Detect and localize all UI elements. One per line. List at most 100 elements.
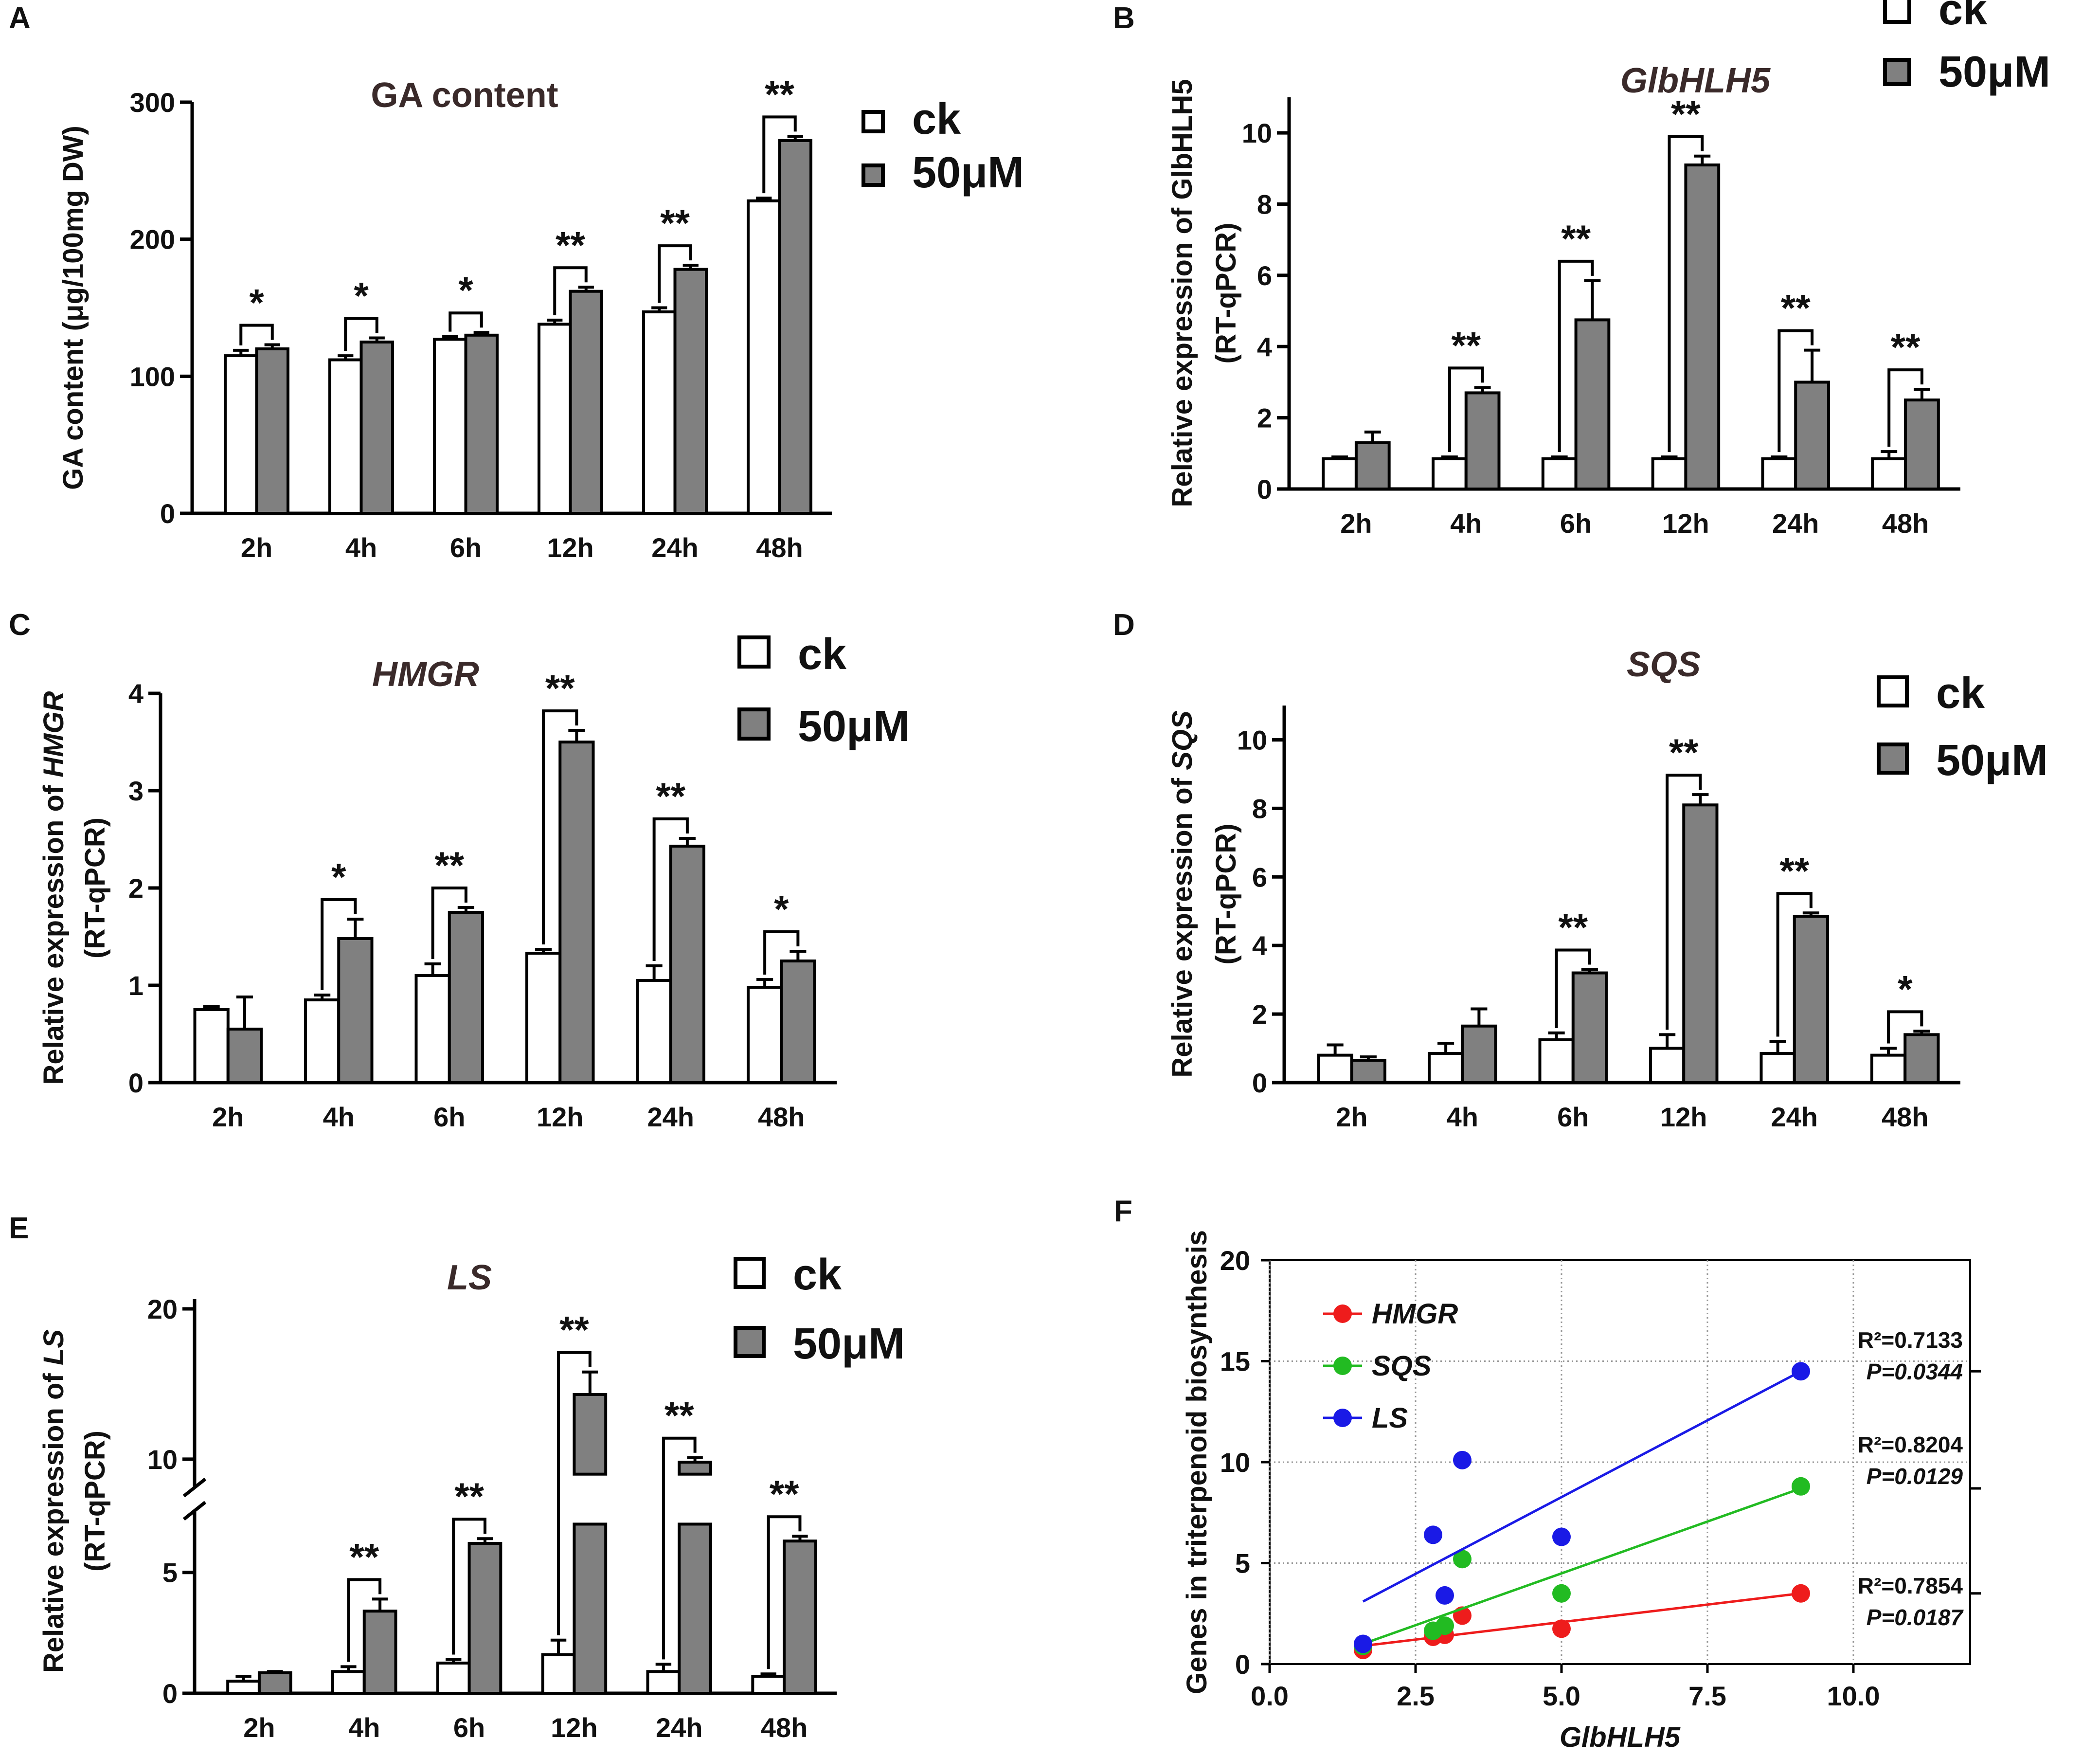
x-tick-label: 24h [1771, 1102, 1818, 1132]
y-tick-label: 20 [1220, 1245, 1250, 1276]
bar-50μM [669, 845, 705, 1084]
legend-label: SQS [1372, 1350, 1432, 1382]
bar-ck [1651, 457, 1687, 491]
y-axis-label: GA content (μg/100mg DW) [57, 126, 89, 490]
point-SQS [1792, 1477, 1810, 1496]
y-tick-label: 5 [1235, 1548, 1250, 1579]
significance-label: ** [770, 1472, 799, 1515]
legend-swatch-ck [734, 1257, 766, 1289]
point-SQS [1552, 1584, 1571, 1603]
legend-swatch-treat [734, 1326, 766, 1358]
y-axis-label: Relative expression of GlbHLH5 [1167, 79, 1198, 507]
y-tick-label: 0 [160, 498, 175, 529]
panel-C: C HMGR 0 1 2 3 4 Relative expression of HMGR (RT… [9, 608, 910, 1132]
significance-label: ** [434, 844, 464, 887]
panel-label: A [9, 1, 31, 35]
legend-swatch-ck [1877, 675, 1909, 707]
bar-ck [433, 338, 467, 515]
point-HMGR [1552, 1619, 1571, 1638]
y-tick-label: 300 [130, 87, 175, 118]
point-LS [1552, 1527, 1571, 1546]
point-LS [1436, 1586, 1454, 1605]
legend-swatch-ck [862, 110, 885, 133]
significance-bracket [662, 1436, 697, 1660]
x-tick-label: 4h [323, 1102, 355, 1132]
bar-ck [1317, 1053, 1353, 1085]
bar-ck [525, 952, 562, 1084]
significance-bracket [762, 115, 797, 194]
significance-bracket [557, 1351, 592, 1635]
y-tick-label: 6 [1252, 862, 1267, 892]
bar-50μM [464, 333, 499, 515]
chart-title: GA content [371, 76, 558, 115]
x-tick-label: 2h [241, 532, 272, 563]
bar-50μM [573, 1522, 608, 1695]
significance-label: * [249, 281, 264, 324]
y-axis-label: Relative expression of LS [38, 1329, 70, 1673]
legend-swatch-treat [1877, 743, 1909, 775]
legend-label: ck [1936, 669, 1985, 718]
r2-label: R²=0.8204 [1858, 1432, 1963, 1457]
x-tick-label: 0.0 [1251, 1681, 1289, 1711]
significance-bracket [239, 324, 274, 345]
bar-50μM [569, 290, 603, 515]
significance-bracket [431, 887, 467, 959]
x-axis-label: GlbHLH5 [1560, 1721, 1681, 1753]
legend-marker-HMGR [1333, 1304, 1352, 1323]
legend-marker-LS [1333, 1409, 1352, 1427]
bar-50μM [678, 1522, 712, 1695]
point-LS [1453, 1450, 1472, 1469]
legend: ck 50μM [1877, 669, 2048, 785]
y-tick-label: 2 [1257, 403, 1272, 434]
x-tick-label: 2h [243, 1712, 275, 1743]
y-tick-label: 0 [1252, 1068, 1267, 1098]
x-tick-label: 6h [453, 1712, 485, 1743]
y-tick-label: 0 [128, 1068, 144, 1098]
y-tick-label: 10 [1220, 1447, 1250, 1478]
bar-50μM [1354, 441, 1391, 491]
x-tick-label: 12h [537, 1102, 584, 1132]
y-tick-label: 10 [1237, 725, 1267, 755]
significance-label: ** [765, 72, 794, 115]
x-tick-label: 48h [1882, 508, 1929, 539]
x-tick-label: 7.5 [1688, 1681, 1726, 1711]
panel-label: B [1113, 1, 1135, 35]
significance-label: ** [349, 1535, 379, 1578]
axis-break-mark [182, 1477, 207, 1498]
x-tick-label: 5.0 [1543, 1681, 1580, 1711]
legend-swatch-treat [862, 163, 885, 187]
legend: ck 50μM [737, 630, 910, 751]
bar-ck [747, 199, 781, 515]
x-tick-label: 48h [758, 1102, 805, 1132]
point-LS [1354, 1634, 1372, 1653]
y-axis-label: Relative expression of SQS [1167, 710, 1198, 1078]
significance-label: ** [1779, 849, 1809, 892]
y-tick-label: 20 [147, 1294, 178, 1324]
significance-bracket [452, 1518, 486, 1655]
legend-label: ck [1938, 0, 1988, 34]
legend-label: ck [912, 95, 961, 144]
significance-label: * [331, 855, 346, 898]
bar-50μM [337, 937, 374, 1084]
panel-E: E LS 0 5 10 20 Relative expression of LS (RT-qP… [9, 1212, 905, 1743]
significance-label: ** [556, 223, 585, 266]
significance-bracket [344, 317, 378, 351]
x-tick-label: 4h [345, 532, 377, 563]
point-HMGR [1792, 1584, 1810, 1603]
significance-bracket [658, 244, 692, 303]
significance-bracket [321, 898, 357, 990]
y-axis-label: (RT-qPCR) [79, 817, 111, 959]
significance-bracket [542, 709, 578, 944]
legend-label: ck [793, 1250, 842, 1299]
x-tick-label: 24h [1772, 508, 1819, 539]
bar-50μM [673, 268, 708, 515]
y-tick-label: 4 [1252, 930, 1267, 961]
x-tick-label: 6h [433, 1102, 465, 1132]
bar-ck [436, 1661, 471, 1695]
significance-label: ** [1669, 731, 1699, 774]
legend-label: 50μM [912, 148, 1024, 197]
legend-swatch-ck [1883, 0, 1911, 24]
significance-label: ** [1451, 324, 1481, 366]
panel-F: F 0.0 2.5 5.0 7.5 10.0 0 5 10 15 20 GlbHLH5 Genes in… [1114, 1195, 1981, 1753]
